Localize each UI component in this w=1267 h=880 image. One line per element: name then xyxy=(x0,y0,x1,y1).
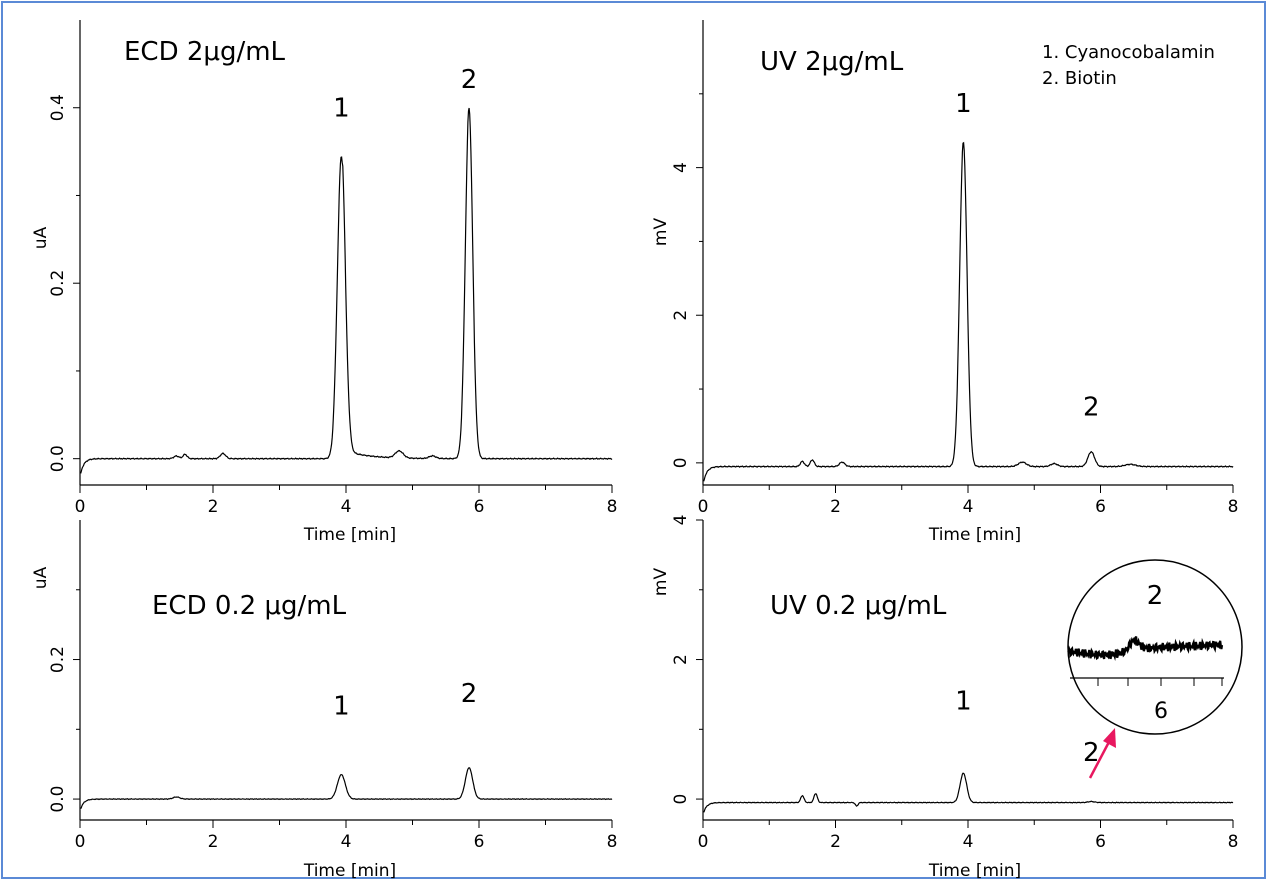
x-tick-label: 4 xyxy=(963,497,974,517)
peak-label-2: 2 xyxy=(1083,738,1100,768)
peak-label-1: 1 xyxy=(333,93,350,123)
x-tick-label: 0 xyxy=(698,832,709,852)
x-tick-label: 4 xyxy=(341,497,352,517)
y-axis-title: mV xyxy=(651,218,671,247)
x-tick-label: 6 xyxy=(474,497,485,517)
x-tick-label: 2 xyxy=(208,497,219,517)
chromatogram-trace xyxy=(703,141,1234,482)
panel-uv-2ugml: UV 2μg/mL Time [min] mV 1. Cyanocobalami… xyxy=(651,20,1238,545)
x-tick-label: 8 xyxy=(607,497,618,517)
x-tick-label: 8 xyxy=(1228,497,1239,517)
panel-title: UV 0.2 μg/mL xyxy=(770,591,947,621)
y-tick-label: 0.0 xyxy=(48,786,68,813)
legend: 1. Cyanocobalamin 2. Biotin xyxy=(1042,42,1215,89)
peak-label-1: 1 xyxy=(333,692,350,722)
panel-ecd-0.2ugml: ECD 0.2 μg/mL Time [min] uA 0 2 4 6 8 0.0 0.2 1… xyxy=(31,520,617,880)
x-tick-label: 0 xyxy=(698,497,709,517)
pointer-arrow xyxy=(1088,728,1116,779)
y-tick-label: 2 xyxy=(671,310,691,321)
inset-trace xyxy=(1067,636,1224,662)
panel-ecd-2ugml: ECD 2μg/mL Time [min] uA 0 2 4 6 8 0.0 0.2 0.4 1… xyxy=(31,20,617,545)
chromatogram-trace xyxy=(80,766,613,809)
x-tick-label: 2 xyxy=(208,832,219,852)
x-axis-title: Time [min] xyxy=(303,525,396,545)
y-axis-title: uA xyxy=(31,566,51,589)
inset-peak-label: 2 xyxy=(1147,581,1164,611)
x-tick-label: 6 xyxy=(1095,497,1106,517)
y-tick-label: 0 xyxy=(671,794,691,805)
arrow-shaft xyxy=(1088,739,1112,779)
x-tick-label: 4 xyxy=(341,832,352,852)
y-tick-label: 4 xyxy=(671,515,691,526)
x-tick-label: 0 xyxy=(75,497,86,517)
x-tick-label: 6 xyxy=(1095,832,1106,852)
x-axis-title: Time [min] xyxy=(303,861,396,880)
panel-title: UV 2μg/mL xyxy=(760,47,904,77)
y-tick-label: 0.0 xyxy=(48,445,68,472)
arrow-head-icon xyxy=(1103,728,1116,748)
panel-title: ECD 0.2 μg/mL xyxy=(152,591,347,621)
peak-label-1: 1 xyxy=(955,89,972,119)
peak-label-2: 2 xyxy=(461,679,478,709)
inset-tick-label: 6 xyxy=(1154,699,1168,724)
y-axis-title: mV xyxy=(651,568,671,597)
x-tick-label: 6 xyxy=(474,832,485,852)
x-tick-label: 4 xyxy=(963,832,974,852)
y-tick-label: 2 xyxy=(671,654,691,665)
legend-item-2: 2. Biotin xyxy=(1042,68,1117,89)
inset-magnifier: 2 6 xyxy=(1067,559,1243,735)
x-axis-title: Time [min] xyxy=(928,525,1021,545)
x-tick-label: 2 xyxy=(830,497,841,517)
y-axis-title: uA xyxy=(31,226,51,249)
chromatogram-trace xyxy=(80,107,613,474)
y-tick-label: 0.4 xyxy=(48,94,68,121)
panel-uv-0.2ugml: UV 0.2 μg/mL Time [min] mV 0 2 4 6 8 0 2 4 1 2 xyxy=(651,515,1238,880)
peak-label-2: 2 xyxy=(1083,393,1100,423)
legend-item-1: 1. Cyanocobalamin xyxy=(1042,42,1215,63)
y-tick-label: 0.2 xyxy=(48,270,68,297)
chromatogram-trace xyxy=(703,772,1234,813)
panel-title: ECD 2μg/mL xyxy=(124,37,286,67)
y-tick-label: 0 xyxy=(671,457,691,468)
x-tick-label: 0 xyxy=(75,832,86,852)
y-tick-label: 4 xyxy=(671,162,691,173)
x-tick-label: 8 xyxy=(607,832,618,852)
peak-label-1: 1 xyxy=(955,686,972,716)
x-tick-label: 2 xyxy=(830,832,841,852)
x-tick-label: 8 xyxy=(1228,832,1239,852)
y-tick-label: 0.2 xyxy=(48,646,68,673)
peak-label-2: 2 xyxy=(461,65,478,95)
x-axis-title: Time [min] xyxy=(928,861,1021,880)
